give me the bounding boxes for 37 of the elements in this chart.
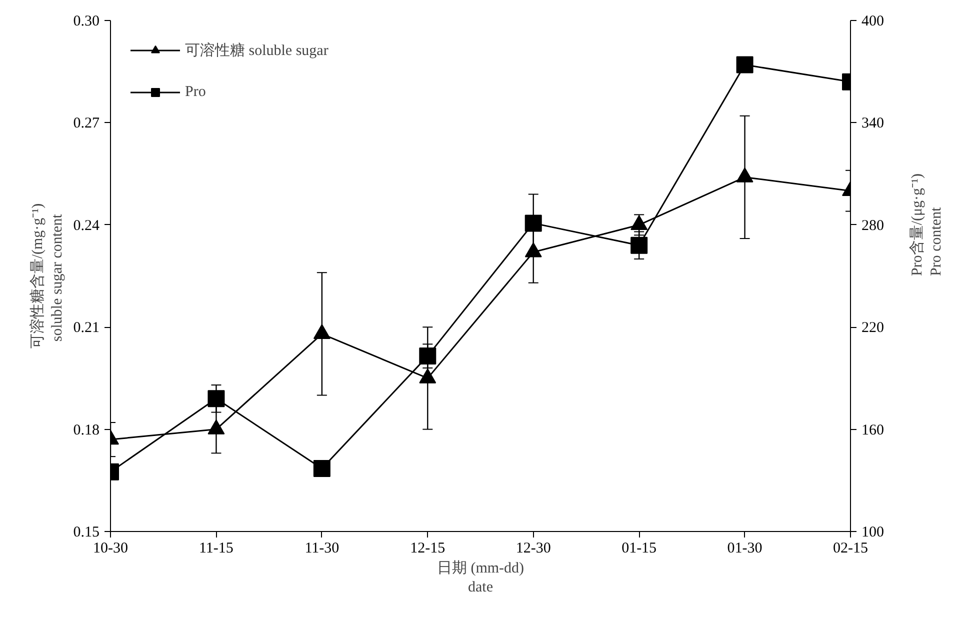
x-tick-label: 12-15 xyxy=(410,540,446,556)
y2-tick-label: 400 xyxy=(862,14,884,30)
y-tick-label: 0.24 xyxy=(73,218,100,234)
point xyxy=(630,236,648,254)
y2-tick-label: 100 xyxy=(862,524,884,540)
y2-axis-title: Pro含量/(μg·g⁻¹) Pro content xyxy=(908,173,945,276)
y2-tick-label: 280 xyxy=(862,218,884,234)
legend-label: Pro xyxy=(185,84,206,100)
point xyxy=(208,420,225,434)
x-tick-label: 12-30 xyxy=(516,540,551,556)
x-tick-label: 11-30 xyxy=(304,540,340,556)
y-tick-label: 0.21 xyxy=(73,320,100,336)
x-tick-label: 01-30 xyxy=(727,540,762,556)
x-axis-title: 日期 (mm-dd) date xyxy=(436,560,524,596)
point xyxy=(313,324,330,340)
y-axis-title: 可溶性糖含量/(mg·g⁻¹) soluble sugar content xyxy=(29,203,66,349)
x-tick-label: 11-15 xyxy=(198,540,234,556)
point xyxy=(313,460,330,477)
y-tick-label: 0.27 xyxy=(73,116,100,132)
point xyxy=(208,390,225,408)
legend-label: 可溶性糖 soluble sugar xyxy=(185,41,328,60)
y-tick-label: 0.30 xyxy=(73,14,100,30)
x-tick-label: 10-30 xyxy=(93,540,128,556)
point xyxy=(419,348,436,365)
point xyxy=(524,214,542,232)
y-tick-label: 0.18 xyxy=(73,422,100,438)
y-tick-label: 0.15 xyxy=(73,524,100,540)
x-tick-label: 01-15 xyxy=(622,540,657,556)
point xyxy=(419,368,436,384)
point xyxy=(524,242,542,258)
y2-tick-label: 220 xyxy=(862,320,884,336)
point xyxy=(736,56,754,74)
y2-tick-label: 160 xyxy=(862,422,884,438)
x-tick-label: 02-15 xyxy=(833,540,868,556)
point xyxy=(736,167,754,182)
point xyxy=(630,215,648,230)
y2-tick-label: 340 xyxy=(862,116,884,132)
